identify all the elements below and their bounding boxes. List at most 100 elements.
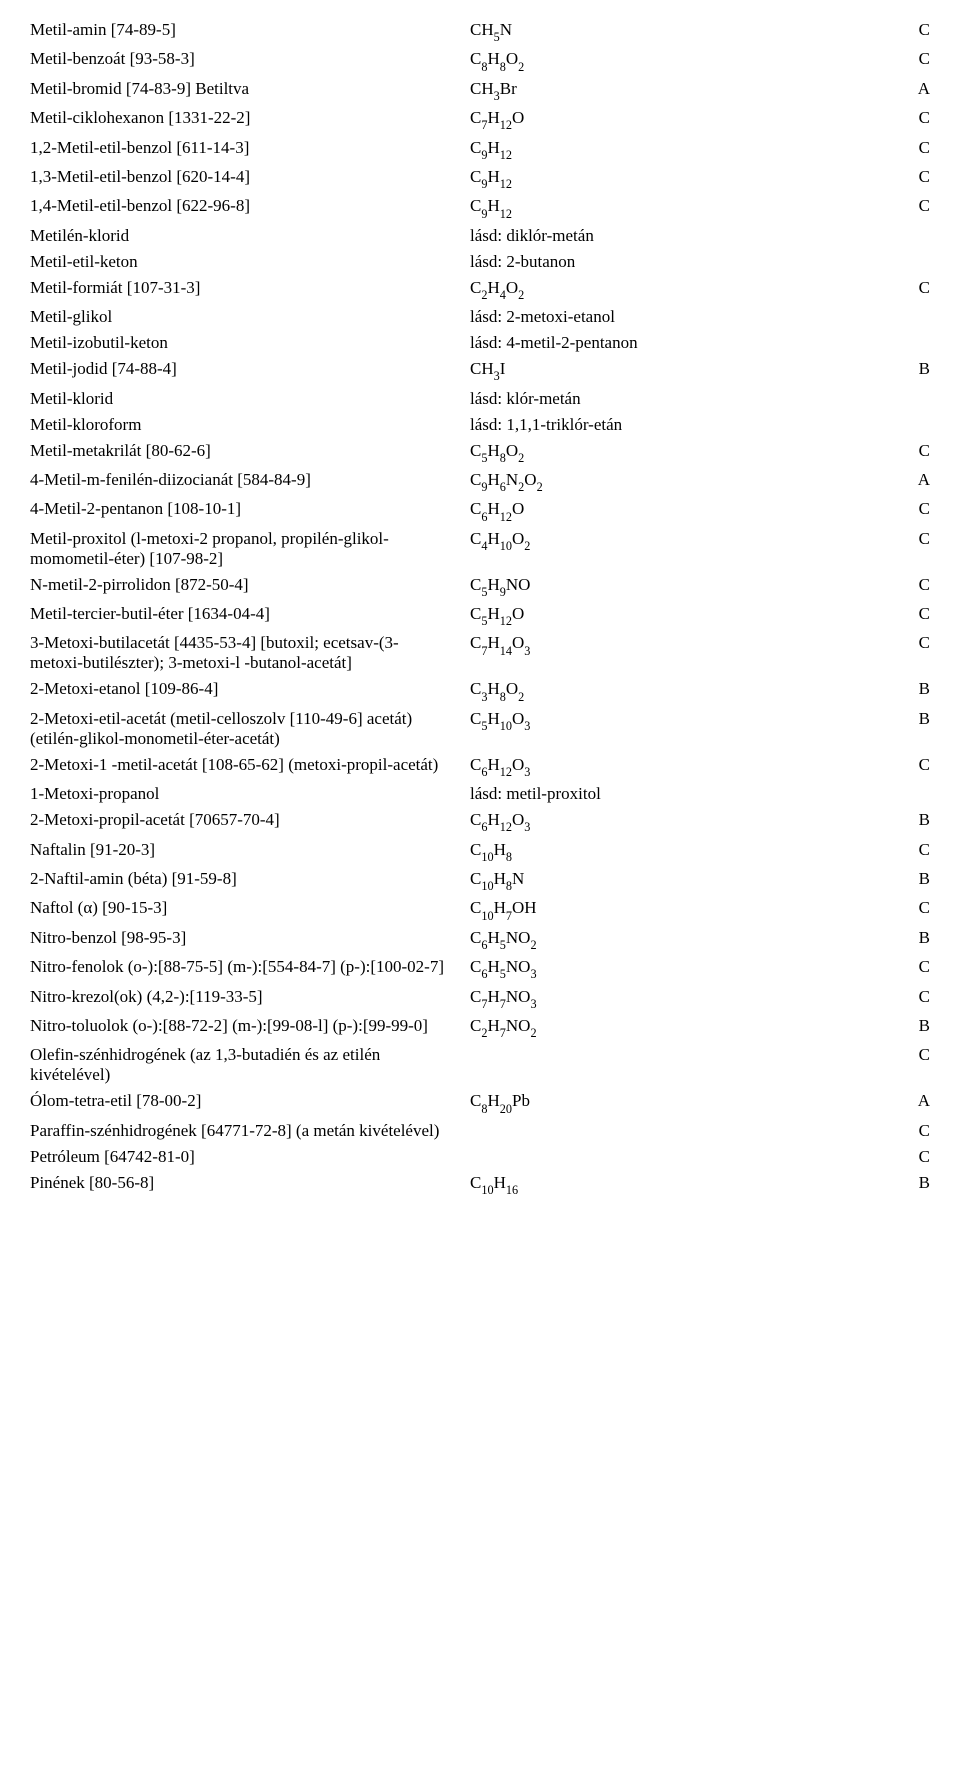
hazard-class: C bbox=[900, 1121, 930, 1141]
compound-formula: C6H12O bbox=[460, 499, 900, 522]
compound-name: Metil-tercier-butil-éter [1634-04-4] bbox=[30, 604, 460, 624]
compound-formula: C6H12O3 bbox=[460, 810, 900, 833]
table-row: Metil-benzoát [93-58-3]C8H8O2C bbox=[30, 49, 930, 72]
compound-name: Metil-jodid [74-88-4] bbox=[30, 359, 460, 379]
hazard-class: C bbox=[900, 957, 930, 977]
compound-formula: C5H8O2 bbox=[460, 441, 900, 464]
hazard-class: B bbox=[900, 679, 930, 699]
hazard-class: C bbox=[900, 20, 930, 40]
compound-formula: lásd: klór-metán bbox=[460, 389, 900, 409]
hazard-class: C bbox=[900, 278, 930, 298]
hazard-class: C bbox=[900, 167, 930, 187]
compound-formula: lásd: 2-butanon bbox=[460, 252, 900, 272]
table-row: Nitro-benzol [98-95-3]C6H5NO2B bbox=[30, 928, 930, 951]
table-row: Metil-metakrilát [80-62-6]C5H8O2C bbox=[30, 441, 930, 464]
hazard-class: B bbox=[900, 810, 930, 830]
table-row: 4-Metil-2-pentanon [108-10-1]C6H12OC bbox=[30, 499, 930, 522]
hazard-class: C bbox=[900, 196, 930, 216]
compound-name: Metil-klorid bbox=[30, 389, 460, 409]
compound-formula: C9H12 bbox=[460, 138, 900, 161]
table-row: Naftalin [91-20-3]C10H8C bbox=[30, 840, 930, 863]
compound-name: Metil-formiát [107-31-3] bbox=[30, 278, 460, 298]
table-row: Nitro-toluolok (o-):[88-72-2] (m-):[99-0… bbox=[30, 1016, 930, 1039]
table-row: 2-Metoxi-1 -metil-acetát [108-65-62] (me… bbox=[30, 755, 930, 778]
hazard-class: C bbox=[900, 49, 930, 69]
compound-name: Olefin-szénhidrogének (az 1,3-butadién é… bbox=[30, 1045, 460, 1085]
table-row: Metil-proxitol (l-metoxi-2 propanol, pro… bbox=[30, 529, 930, 569]
hazard-class: C bbox=[900, 604, 930, 624]
table-row: Olefin-szénhidrogének (az 1,3-butadién é… bbox=[30, 1045, 930, 1085]
hazard-class: B bbox=[900, 709, 930, 729]
compound-formula: lásd: 4-metil-2-pentanon bbox=[460, 333, 900, 353]
compound-name: Naftalin [91-20-3] bbox=[30, 840, 460, 860]
table-row: Metil-ciklohexanon [1331-22-2]C7H12OC bbox=[30, 108, 930, 131]
compound-formula: C4H10O2 bbox=[460, 529, 900, 552]
compound-name: Petróleum [64742-81-0] bbox=[30, 1147, 460, 1167]
hazard-class: C bbox=[900, 441, 930, 461]
compound-formula: C6H5NO3 bbox=[460, 957, 900, 980]
hazard-class: B bbox=[900, 928, 930, 948]
chemical-table: Metil-amin [74-89-5]CH5NCMetil-benzoát [… bbox=[30, 20, 930, 1196]
compound-formula: C7H14O3 bbox=[460, 633, 900, 656]
hazard-class: C bbox=[900, 987, 930, 1007]
hazard-class: A bbox=[900, 1091, 930, 1111]
compound-formula: CH5N bbox=[460, 20, 900, 43]
table-row: 2-Metoxi-propil-acetát [70657-70-4]C6H12… bbox=[30, 810, 930, 833]
table-row: Metil-kloridlásd: klór-metán bbox=[30, 389, 930, 409]
compound-formula: lásd: 1,1,1-triklór-etán bbox=[460, 415, 900, 435]
compound-name: Naftol (α) [90-15-3] bbox=[30, 898, 460, 918]
hazard-class: C bbox=[900, 138, 930, 158]
compound-name: Nitro-krezol(ok) (4,2-):[119-33-5] bbox=[30, 987, 460, 1007]
table-row: Metil-kloroformlásd: 1,1,1-triklór-etán bbox=[30, 415, 930, 435]
compound-formula: C2H4O2 bbox=[460, 278, 900, 301]
compound-formula: C5H12O bbox=[460, 604, 900, 627]
hazard-class: A bbox=[900, 470, 930, 490]
hazard-class: C bbox=[900, 755, 930, 775]
compound-name: Metil-glikol bbox=[30, 307, 460, 327]
table-row: Metil-bromid [74-83-9] BetiltvaCH3BrA bbox=[30, 79, 930, 102]
compound-formula: C9H6N2O2 bbox=[460, 470, 900, 493]
table-row: 2-Naftil-amin (béta) [91-59-8]C10H8NB bbox=[30, 869, 930, 892]
table-row: Pinének [80-56-8]C10H16B bbox=[30, 1173, 930, 1196]
compound-name: Metil-benzoát [93-58-3] bbox=[30, 49, 460, 69]
compound-name: Metil-bromid [74-83-9] Betiltva bbox=[30, 79, 460, 99]
compound-formula: C7H7NO3 bbox=[460, 987, 900, 1010]
compound-formula: C8H8O2 bbox=[460, 49, 900, 72]
table-row: Nitro-krezol(ok) (4,2-):[119-33-5]C7H7NO… bbox=[30, 987, 930, 1010]
compound-name: Metilén-klorid bbox=[30, 226, 460, 246]
hazard-class: C bbox=[900, 1147, 930, 1167]
compound-formula: C6H5NO2 bbox=[460, 928, 900, 951]
table-row: 1,4-Metil-etil-benzol [622-96-8]C9H12C bbox=[30, 196, 930, 219]
hazard-class: C bbox=[900, 499, 930, 519]
table-row: 1,3-Metil-etil-benzol [620-14-4]C9H12C bbox=[30, 167, 930, 190]
compound-formula: C5H9NO bbox=[460, 575, 900, 598]
compound-formula: C10H8 bbox=[460, 840, 900, 863]
compound-formula: C9H12 bbox=[460, 167, 900, 190]
hazard-class: B bbox=[900, 1173, 930, 1193]
table-row: 3-Metoxi-butilacetát [4435-53-4] [butoxi… bbox=[30, 633, 930, 673]
compound-name: 1,3-Metil-etil-benzol [620-14-4] bbox=[30, 167, 460, 187]
hazard-class: C bbox=[900, 1045, 930, 1065]
compound-name: 1-Metoxi-propanol bbox=[30, 784, 460, 804]
compound-name: Pinének [80-56-8] bbox=[30, 1173, 460, 1193]
table-row: Metilén-kloridlásd: diklór-metán bbox=[30, 226, 930, 246]
table-row: Metil-tercier-butil-éter [1634-04-4]C5H1… bbox=[30, 604, 930, 627]
table-row: Metil-etil-ketonlásd: 2-butanon bbox=[30, 252, 930, 272]
table-row: Metil-amin [74-89-5]CH5NC bbox=[30, 20, 930, 43]
table-row: 2-Metoxi-etanol [109-86-4]C3H8O2B bbox=[30, 679, 930, 702]
compound-formula: C7H12O bbox=[460, 108, 900, 131]
compound-name: Paraffin-szénhidrogének [64771-72-8] (a … bbox=[30, 1121, 460, 1141]
hazard-class: B bbox=[900, 869, 930, 889]
table-row: Metil-jodid [74-88-4]CH3IB bbox=[30, 359, 930, 382]
compound-name: N-metil-2-pirrolidon [872-50-4] bbox=[30, 575, 460, 595]
hazard-class: C bbox=[900, 575, 930, 595]
table-row: Nitro-fenolok (o-):[88-75-5] (m-):[554-8… bbox=[30, 957, 930, 980]
table-row: 2-Metoxi-etil-acetát (metil-celloszolv [… bbox=[30, 709, 930, 749]
compound-name: Metil-amin [74-89-5] bbox=[30, 20, 460, 40]
compound-name: Ólom-tetra-etil [78-00-2] bbox=[30, 1091, 460, 1111]
table-row: Paraffin-szénhidrogének [64771-72-8] (a … bbox=[30, 1121, 930, 1141]
table-row: Naftol (α) [90-15-3]C10H7OHC bbox=[30, 898, 930, 921]
hazard-class: C bbox=[900, 898, 930, 918]
hazard-class: B bbox=[900, 359, 930, 379]
compound-formula: C5H10O3 bbox=[460, 709, 900, 732]
